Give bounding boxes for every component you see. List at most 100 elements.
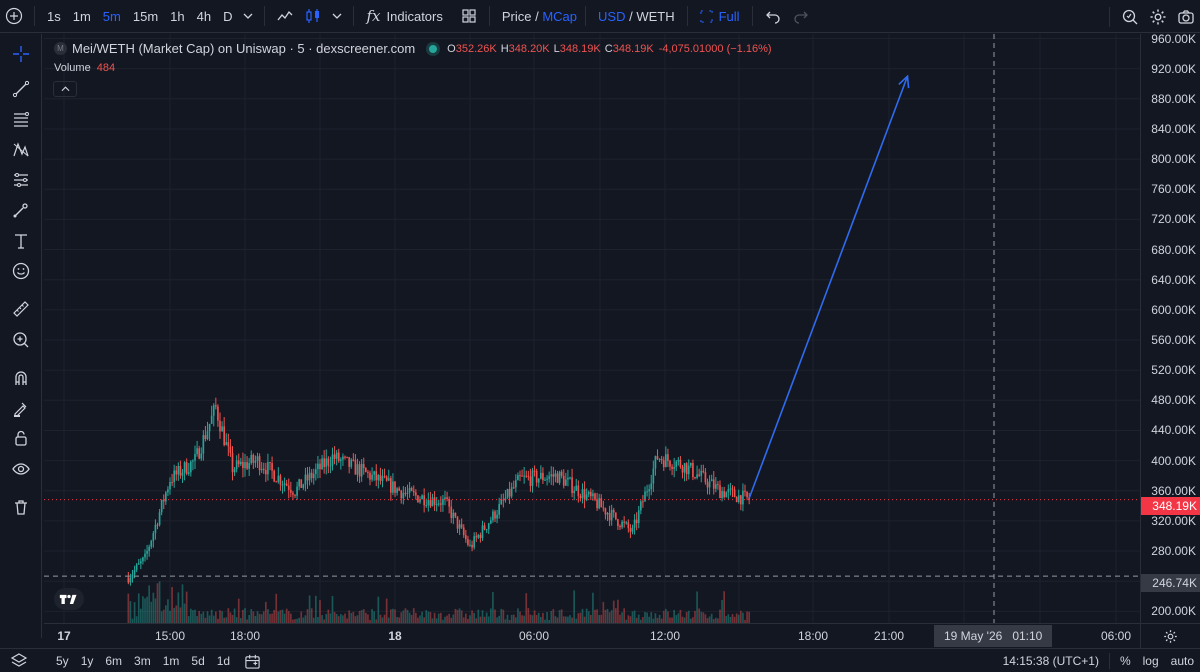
candle-body xyxy=(646,491,648,493)
percent-scale-toggle[interactable]: % xyxy=(1119,654,1131,668)
volume-bar xyxy=(283,613,286,623)
range-3m-button[interactable]: 3m xyxy=(134,654,151,668)
brush-icon[interactable] xyxy=(0,195,42,225)
chart-pane[interactable] xyxy=(44,34,1140,623)
volume-bar xyxy=(744,619,746,623)
layouts-grid-icon[interactable] xyxy=(455,0,483,33)
volume-bar xyxy=(133,602,136,623)
candle-body xyxy=(177,466,180,475)
ohlc-close-key: C xyxy=(604,42,613,55)
range-1y-button[interactable]: 1y xyxy=(80,654,94,668)
volume-bar xyxy=(248,614,250,623)
fib-retracement-icon[interactable] xyxy=(0,104,42,134)
candle-body xyxy=(598,498,600,509)
volume-label: Volume xyxy=(54,62,91,74)
crosshair-cursor-icon[interactable] xyxy=(0,34,42,74)
chart-type-chevron-down-icon[interactable] xyxy=(327,0,347,33)
redo-icon[interactable] xyxy=(787,0,815,33)
interval-15m-button[interactable]: 15m xyxy=(132,8,159,24)
eye-visibility-icon[interactable] xyxy=(0,454,42,484)
trash-delete-icon[interactable] xyxy=(0,492,42,522)
volume-bar xyxy=(510,614,513,623)
candle-body xyxy=(627,522,630,529)
trend-line-icon[interactable] xyxy=(0,74,42,104)
candle-body xyxy=(250,454,253,464)
interval-1h-button[interactable]: 1h xyxy=(170,8,185,24)
volume-bar xyxy=(317,616,319,623)
settings-gear-icon[interactable] xyxy=(1144,0,1172,33)
volume-bar xyxy=(369,619,371,623)
log-scale-toggle[interactable]: log xyxy=(1142,654,1159,668)
price-axis[interactable]: 960.00K 920.00K 880.00K 840.00K 800.00K 760.0… xyxy=(1140,34,1200,623)
time-axis[interactable]: 17 15:00 18:00 18 06:00 12:00 18:00 21:00 06:00 1… xyxy=(44,623,1140,648)
range-6m-button[interactable]: 6m xyxy=(105,654,123,668)
interval-chevron-down-icon[interactable] xyxy=(238,0,258,33)
interval-1s-button[interactable]: 1s xyxy=(47,8,61,24)
quick-search-icon[interactable] xyxy=(1116,0,1144,33)
candle-body xyxy=(321,458,323,470)
interval-4h-button[interactable]: 4h xyxy=(196,8,212,24)
volume-bar xyxy=(531,615,534,623)
date-range-calendar-icon[interactable] xyxy=(244,653,261,672)
tradingview-logo-icon[interactable] xyxy=(54,588,84,610)
symbol-title[interactable]: Mei/WETH (Market Cap) on Uniswap · 5 · d… xyxy=(72,41,416,56)
lock-icon[interactable] xyxy=(0,423,42,453)
candle-body xyxy=(344,456,346,458)
stay-in-drawing-mode-icon[interactable] xyxy=(0,393,42,423)
candles-chart-type-icon[interactable] xyxy=(299,0,327,33)
volume-bar xyxy=(633,610,636,623)
ruler-measure-icon[interactable] xyxy=(0,294,42,324)
axis-settings-button[interactable] xyxy=(1140,623,1200,648)
object-tree-layers-icon[interactable] xyxy=(10,652,28,672)
add-symbol-icon[interactable] xyxy=(0,0,28,33)
camera-snapshot-icon[interactable] xyxy=(1172,0,1200,33)
currency-toggle[interactable]: USD / WETH xyxy=(592,0,681,33)
volume-bar xyxy=(733,616,736,623)
volume-bar xyxy=(315,595,317,623)
full-range-button[interactable]: Full xyxy=(694,0,746,33)
range-1m-button[interactable]: 1m xyxy=(162,654,180,668)
collapse-legend-button[interactable] xyxy=(53,81,77,97)
market-status-dot xyxy=(429,44,438,53)
candle-body xyxy=(185,462,188,474)
indicators-button[interactable]: 𝑓x Indicators xyxy=(360,0,448,33)
interval-1m-button[interactable]: 1m xyxy=(72,8,91,24)
clock-timezone[interactable]: 14:15:38 (UTC+1) xyxy=(1002,654,1099,668)
range-5y-button[interactable]: 5y xyxy=(56,654,69,668)
candle-body xyxy=(535,470,538,483)
range-1d-button[interactable]: 1d xyxy=(216,654,231,668)
volume-bar xyxy=(483,616,486,623)
candle-body xyxy=(281,484,284,486)
undo-icon[interactable] xyxy=(759,0,787,33)
range-5d-button[interactable]: 5d xyxy=(191,654,205,668)
zoom-in-icon[interactable] xyxy=(0,324,42,354)
candle-body xyxy=(458,524,461,529)
volume-bar xyxy=(269,613,271,623)
emoji-icon[interactable] xyxy=(0,256,42,286)
candle-body xyxy=(373,471,375,475)
interval-d-button[interactable]: D xyxy=(223,8,233,24)
interval-5m-button[interactable]: 5m xyxy=(102,8,121,24)
price-chart-svg[interactable] xyxy=(44,34,1140,623)
volume-bar xyxy=(500,608,503,623)
forecasting-tools-icon[interactable] xyxy=(0,165,42,195)
full-label: Full xyxy=(718,8,740,24)
volume-bar xyxy=(142,596,144,623)
volume-bar xyxy=(177,592,180,623)
price-mcap-toggle[interactable]: Price / MCap xyxy=(496,0,579,33)
toolbar-divider xyxy=(264,6,266,26)
time-axis-label: 18:00 xyxy=(797,629,829,643)
volume-bar xyxy=(517,608,519,623)
magnet-icon[interactable] xyxy=(0,363,42,393)
volume-bar xyxy=(169,610,171,623)
volume-bar xyxy=(217,618,219,623)
volume-bar xyxy=(181,584,184,623)
price-axis-label: 560.00K xyxy=(1151,333,1196,347)
line-chart-type-icon[interactable] xyxy=(271,0,299,33)
volume-value: 484 xyxy=(96,62,116,74)
text-tool-icon[interactable] xyxy=(0,225,42,255)
patterns-icon[interactable] xyxy=(0,135,42,165)
volume-bar xyxy=(694,610,696,623)
toolbar-divider xyxy=(751,6,753,26)
auto-scale-toggle[interactable]: auto xyxy=(1170,654,1194,668)
